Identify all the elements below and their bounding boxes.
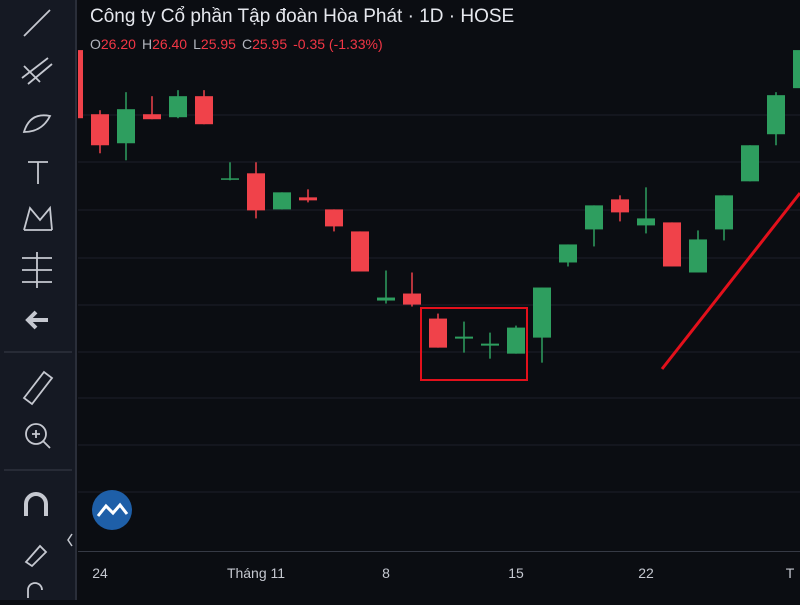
candle-body [91, 114, 109, 146]
trend-line-tool[interactable] [23, 9, 51, 37]
candle-body [559, 244, 577, 263]
ohlc-key: O [90, 36, 101, 52]
candle-body [143, 114, 161, 120]
highlight-box[interactable] [420, 307, 528, 381]
fib-tool[interactable] [21, 57, 53, 85]
zoom-tool[interactable] [25, 423, 47, 445]
x-tick-label: 24 [92, 565, 108, 581]
collapse-button[interactable] [67, 533, 73, 547]
x-tick-label: T [786, 565, 795, 581]
lock-draw-tool[interactable] [24, 544, 48, 568]
ohlc-values: O26.20 H26.40 L25.95 C25.95 -0.35 (-1.33%) [90, 36, 514, 52]
x-tick-label: 22 [638, 565, 654, 581]
candle-body [403, 293, 421, 305]
ohlc-value: 25.95 [200, 36, 236, 52]
drawing-toolbar [0, 0, 77, 600]
candle-body [767, 95, 785, 135]
ohlc-value: 26.20 [100, 36, 136, 52]
back-tool[interactable] [25, 310, 48, 330]
symbol-header: Công ty Cổ phần Tập đoàn Hòa Phát · 1D ·… [90, 6, 514, 52]
grid [78, 114, 800, 493]
ruler-tool[interactable] [22, 370, 54, 406]
text-tool[interactable] [28, 161, 48, 184]
prediction-tool[interactable] [22, 252, 52, 288]
candle-body [741, 145, 759, 182]
candle-body [637, 218, 655, 226]
ohlc-key: H [141, 36, 153, 52]
x-tick-label: Tháng 11 [227, 565, 285, 581]
logo [92, 490, 132, 530]
toolbar-icons [4, 9, 73, 598]
lock-tool[interactable] [27, 582, 43, 598]
candle-body [715, 195, 733, 230]
x-tick-label: 8 [382, 565, 390, 581]
magnet-tool[interactable] [24, 492, 48, 516]
candle-body [169, 96, 187, 118]
pattern-tool[interactable] [23, 205, 53, 231]
ohlc-value: 25.95 [252, 36, 288, 52]
candle-body [429, 318, 447, 348]
brush-tool[interactable] [22, 114, 52, 133]
candle-body [585, 205, 603, 230]
candle-body [221, 178, 239, 180]
time-axis [78, 551, 800, 601]
candle-body [377, 297, 395, 301]
change: -0.35 (-1.33%) [293, 36, 383, 52]
candle-body [455, 336, 473, 339]
x-tick-label: 15 [508, 565, 524, 581]
candle-body [611, 199, 629, 213]
candle-body [78, 50, 83, 119]
candle-body [663, 222, 681, 267]
ohlc-key: C [241, 36, 253, 52]
ohlc-value: 26.40 [152, 36, 188, 52]
trend-line[interactable] [660, 192, 800, 370]
candle-body [325, 209, 343, 227]
candle-body [533, 287, 551, 338]
candle-body [481, 343, 499, 346]
symbol-title: Công ty Cổ phần Tập đoàn Hòa Phát · 1D ·… [90, 6, 515, 27]
candle-body [507, 327, 525, 354]
candle-body [793, 50, 800, 89]
candle-body [247, 173, 265, 211]
candle-body [299, 197, 317, 201]
candle-body [195, 96, 213, 125]
ohlc-key: L [193, 36, 201, 52]
candles [78, 50, 800, 363]
candle-body [689, 239, 707, 273]
candle-body [273, 192, 291, 210]
time-axis-labels: 24 Tháng 11 8 15 22 T [92, 565, 795, 581]
candle-body [117, 109, 135, 144]
candle-body [351, 231, 369, 272]
